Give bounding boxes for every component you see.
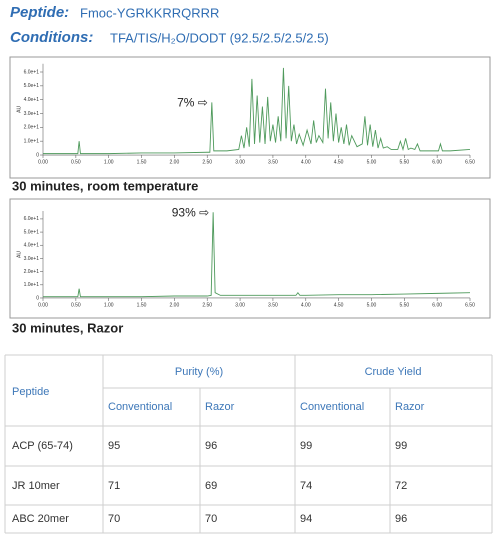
- y-tick-label: 5.0e+1: [24, 229, 40, 235]
- x-tick-label: 5.50: [399, 159, 409, 165]
- x-tick-label: 1.50: [137, 302, 147, 308]
- table-cell: 70: [108, 513, 120, 525]
- x-tick-label: 2.00: [170, 302, 180, 308]
- table-cell: 99: [300, 440, 312, 452]
- y-tick-label: 3.0e+1: [24, 111, 40, 117]
- x-tick-label: 6.00: [432, 159, 442, 165]
- table-cell: 95: [108, 440, 120, 452]
- table-cell: 69: [205, 480, 217, 492]
- x-tick-label: 2.50: [202, 302, 212, 308]
- table-cell: 71: [108, 480, 120, 492]
- x-tick-label: 3.50: [268, 302, 278, 308]
- y-tick-label: 0: [36, 295, 39, 301]
- caption: 30 minutes, Razor: [12, 320, 123, 335]
- chart-frame: [9, 198, 491, 319]
- x-tick-label: 2.50: [202, 159, 212, 165]
- table-cell: 96: [395, 513, 407, 525]
- y-tick-label: 2.0e+1: [24, 125, 40, 131]
- x-tick-label: 6.50: [465, 159, 475, 165]
- x-tick-label: 3.00: [235, 159, 245, 165]
- conditions-label: Conditions:: [10, 29, 93, 46]
- x-tick-label: 0.00: [38, 302, 48, 308]
- peptide: Fmoc-YGRKKRRQRRR: [80, 5, 219, 20]
- x-tick-label: 5.00: [367, 159, 377, 165]
- y-tick-label: 4.0e+1: [24, 243, 40, 249]
- table-header: Peptide: [12, 386, 49, 398]
- peptide-label: Peptide:: [10, 4, 69, 21]
- x-tick-label: 4.00: [301, 159, 311, 165]
- table-cell: 99: [395, 440, 407, 452]
- table-cell: 96: [205, 440, 217, 452]
- y-tick-label: 6.0e+1: [24, 69, 40, 75]
- y-tick-label: 1.0e+1: [24, 139, 40, 145]
- row-label: ABC 20mer: [12, 513, 69, 525]
- table-cell: 72: [395, 480, 407, 492]
- x-tick-label: 3.00: [235, 302, 245, 308]
- y-tick-label: 0: [36, 152, 39, 158]
- annotation: 93% ⇨: [172, 205, 209, 219]
- x-tick-label: 5.00: [367, 302, 377, 308]
- table-subheader: Conventional: [300, 401, 364, 413]
- y-tick-label: 4.0e+1: [24, 97, 40, 103]
- x-tick-label: 0.00: [38, 159, 48, 165]
- table-cell: 74: [300, 480, 312, 492]
- x-tick-label: 6.00: [432, 302, 442, 308]
- x-tick-label: 2.00: [170, 159, 180, 165]
- table-cell: 94: [300, 513, 312, 525]
- row-label: JR 10mer: [12, 480, 60, 492]
- chromatogram-line: [43, 212, 471, 298]
- x-tick-label: 4.00: [301, 302, 311, 308]
- y-tick-label: 5.0e+1: [24, 83, 40, 89]
- y-axis-label: AU: [16, 251, 22, 258]
- y-tick-label: 6.0e+1: [24, 216, 40, 222]
- x-tick-label: 6.50: [465, 302, 475, 308]
- x-tick-label: 0.50: [71, 159, 81, 165]
- x-tick-label: 1.00: [104, 302, 114, 308]
- table-subheader: Razor: [205, 401, 235, 413]
- conditions: TFA/TIS/H₂O/DODT (92.5/2.5/2.5/2.5): [110, 30, 329, 45]
- y-tick-label: 3.0e+1: [24, 256, 40, 262]
- chromatogram-line: [43, 67, 471, 155]
- caption: 30 minutes, room temperature: [12, 178, 198, 193]
- table-group: Purity (%): [175, 366, 223, 378]
- table-subheader: Razor: [395, 401, 425, 413]
- x-tick-label: 4.50: [334, 159, 344, 165]
- table-group: Crude Yield: [365, 366, 422, 378]
- x-tick-label: 5.50: [399, 302, 409, 308]
- x-tick-label: 0.50: [71, 302, 81, 308]
- chart-frame: [9, 56, 491, 179]
- table-subheader: Conventional: [108, 401, 172, 413]
- row-label: ACP (65-74): [12, 440, 73, 452]
- x-tick-label: 1.00: [104, 159, 114, 165]
- x-tick-label: 1.50: [137, 159, 147, 165]
- table: Peptide Purity (%) Crude Yield Conventio…: [4, 354, 493, 534]
- y-axis-label: AU: [16, 105, 22, 112]
- y-tick-label: 1.0e+1: [24, 282, 40, 288]
- table-cell: 70: [205, 513, 217, 525]
- x-tick-label: 3.50: [268, 159, 278, 165]
- y-tick-label: 2.0e+1: [24, 269, 40, 275]
- x-tick-label: 4.50: [334, 302, 344, 308]
- annotation: 7% ⇨: [177, 96, 208, 110]
